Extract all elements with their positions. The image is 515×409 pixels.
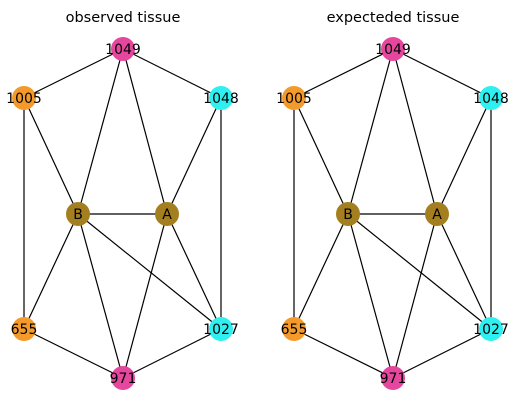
node-marker-1049-expected xyxy=(381,37,405,61)
node-label-655-expected: 655 xyxy=(281,322,308,338)
edge-655-971-observed xyxy=(23,328,124,379)
node-971-expected: 971 xyxy=(380,366,407,390)
edge-1048-A-expected xyxy=(436,97,492,215)
panel-observed-plot: 1049 1005 1048 B A 655 1027 971 xyxy=(6,37,239,390)
panel-title-expected: expecteded tissue xyxy=(327,10,460,26)
edge-1049-1048-observed xyxy=(122,48,222,99)
panel-expected-plot: 1049 1005 1048 B A 655 1027 971 xyxy=(276,37,509,390)
node-label-1027-expected: 1027 xyxy=(473,322,509,338)
edge-1049-A-observed xyxy=(122,48,168,215)
node-marker-655-expected xyxy=(282,317,306,341)
edge-B-971-observed xyxy=(77,213,124,379)
edge-1049-B-observed xyxy=(77,48,124,215)
node-marker-655-observed xyxy=(12,317,36,341)
node-label-A-expected: A xyxy=(432,207,442,223)
node-label-B-expected: B xyxy=(343,207,353,223)
edge-B-655-expected xyxy=(293,213,349,330)
node-A-observed: A xyxy=(155,202,179,226)
node-1027-observed: 1027 xyxy=(203,317,239,341)
node-group-expected: 1049 1005 1048 B A 655 1027 971 xyxy=(276,37,509,390)
edge-1027-971-observed xyxy=(122,328,222,379)
edge-1049-A-expected xyxy=(392,48,438,215)
node-marker-1048-expected xyxy=(479,86,503,110)
panel-observed: observed tissue 1049 1005 1048 B A 655 1027 971 xyxy=(6,10,239,390)
node-marker-1027-expected xyxy=(479,317,503,341)
node-label-1049-observed: 1049 xyxy=(105,42,141,58)
node-label-971-expected: 971 xyxy=(380,371,407,387)
edge-1048-A-observed xyxy=(166,97,222,215)
node-marker-B-expected xyxy=(336,202,360,226)
node-marker-1027-observed xyxy=(209,317,233,341)
node-marker-A-observed xyxy=(155,202,179,226)
edge-group-observed xyxy=(23,48,222,379)
node-label-1048-observed: 1048 xyxy=(203,91,239,107)
node-label-971-observed: 971 xyxy=(110,371,137,387)
node-A-expected: A xyxy=(425,202,449,226)
node-655-observed: 655 xyxy=(11,317,38,341)
node-marker-971-expected xyxy=(381,366,405,390)
edge-1005-B-expected xyxy=(293,97,349,215)
node-group-observed: 1049 1005 1048 B A 655 1027 971 xyxy=(6,37,239,390)
node-marker-1005-observed xyxy=(12,86,36,110)
node-1005-expected: 1005 xyxy=(276,86,312,110)
node-label-1027-observed: 1027 xyxy=(203,322,239,338)
node-label-B-observed: B xyxy=(73,207,83,223)
node-1048-expected: 1048 xyxy=(473,86,509,110)
node-label-A-observed: A xyxy=(162,207,172,223)
node-1027-expected: 1027 xyxy=(473,317,509,341)
node-marker-971-observed xyxy=(111,366,135,390)
edge-B-971-expected xyxy=(347,213,394,379)
edge-B-1027-expected xyxy=(347,213,492,330)
node-label-1005-expected: 1005 xyxy=(276,91,312,107)
panel-expected: expecteded tissue 1049 1005 1048 B A 655 1027 9… xyxy=(276,10,509,390)
edge-B-655-observed xyxy=(23,213,79,330)
node-marker-B-observed xyxy=(66,202,90,226)
node-B-expected: B xyxy=(336,202,360,226)
node-marker-1005-expected xyxy=(282,86,306,110)
node-1049-expected: 1049 xyxy=(375,37,411,61)
node-label-1005-observed: 1005 xyxy=(6,91,42,107)
edge-1049-B-expected xyxy=(347,48,394,215)
edge-group-expected xyxy=(293,48,492,379)
node-marker-1048-observed xyxy=(209,86,233,110)
edge-1027-971-expected xyxy=(392,328,492,379)
edge-1049-1048-expected xyxy=(392,48,492,99)
node-label-1049-expected: 1049 xyxy=(375,42,411,58)
edge-1005-B-observed xyxy=(23,97,79,215)
node-971-observed: 971 xyxy=(110,366,137,390)
node-1005-observed: 1005 xyxy=(6,86,42,110)
node-B-observed: B xyxy=(66,202,90,226)
edge-A-971-expected xyxy=(392,213,438,379)
node-1048-observed: 1048 xyxy=(203,86,239,110)
node-marker-A-expected xyxy=(425,202,449,226)
edge-1049-1005-expected xyxy=(293,48,394,99)
edge-655-971-expected xyxy=(293,328,394,379)
edge-A-1027-expected xyxy=(436,213,492,330)
edge-B-1027-observed xyxy=(77,213,222,330)
panel-title-observed: observed tissue xyxy=(66,10,181,26)
node-label-655-observed: 655 xyxy=(11,322,38,338)
node-655-expected: 655 xyxy=(281,317,308,341)
node-1049-observed: 1049 xyxy=(105,37,141,61)
edge-A-1027-observed xyxy=(166,213,222,330)
edge-1049-1005-observed xyxy=(23,48,124,99)
edge-A-971-observed xyxy=(122,213,168,379)
node-label-1048-expected: 1048 xyxy=(473,91,509,107)
node-marker-1049-observed xyxy=(111,37,135,61)
